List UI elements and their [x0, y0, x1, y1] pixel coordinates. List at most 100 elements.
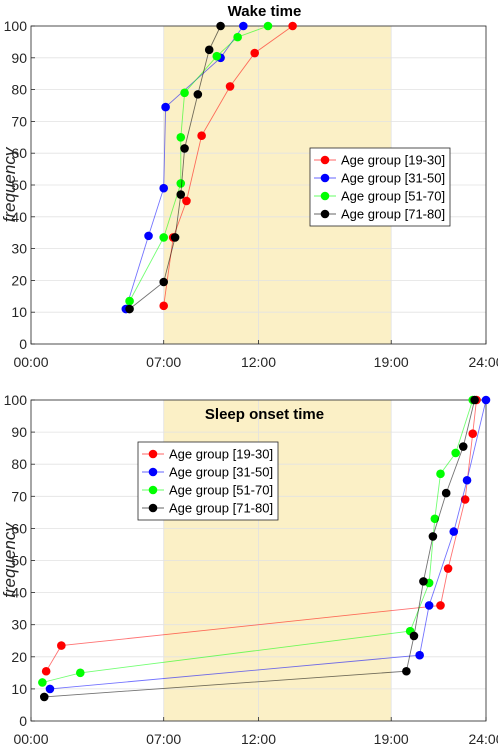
series-age-group-71-80- [39, 395, 479, 702]
data-point [180, 144, 189, 153]
legend-box [309, 147, 451, 227]
data-point [39, 692, 49, 702]
y-tick-label: 90 [11, 424, 27, 440]
legend-marker [320, 173, 330, 183]
data-point [462, 475, 472, 485]
data-point [75, 668, 85, 678]
data-point [159, 233, 169, 242]
y-tick-label: 90 [11, 50, 27, 66]
y-tick-label: 80 [11, 456, 27, 472]
data-point [288, 21, 297, 31]
legend: Age group [19-30] Age group [31-50] Age gr… [309, 147, 451, 227]
series-age-group-51-70- [125, 21, 273, 306]
x-tick-label: 07:00 [146, 731, 181, 747]
data-point [436, 469, 445, 479]
y-tick-label: 0 [19, 713, 27, 729]
data-point [436, 601, 445, 610]
y-tick-label: 70 [11, 113, 27, 129]
data-point [441, 488, 451, 498]
y-tick-label: 100 [4, 18, 28, 34]
data-point [180, 88, 189, 98]
y-tick-label: 60 [11, 520, 27, 536]
x-tick-label: 24:00 [468, 354, 498, 370]
y-tick-label: 40 [11, 585, 27, 601]
data-point [481, 395, 491, 405]
data-point [38, 678, 47, 687]
legend: Age group [19-30] Age group [31-50] Age gr… [137, 441, 279, 521]
legend-marker [148, 467, 158, 477]
legend-label: Age group [71-80] [341, 207, 445, 222]
chart-panel-2: 0 10 20 30 40 50 60 70 80 90 100 00:00 07:00 12:00 19:… [0, 392, 498, 747]
x-tick-label: 24:00 [468, 731, 498, 747]
y-tick-label: 60 [11, 145, 27, 161]
x-tick-label: 12:00 [241, 731, 276, 747]
series-age-group-31-50- [45, 395, 491, 694]
data-point [144, 231, 153, 241]
y-tick-label: 50 [11, 177, 27, 193]
data-point [451, 448, 460, 458]
y-tick-label: 30 [11, 241, 27, 257]
y-axis-label: frequency [0, 522, 19, 598]
data-point [458, 442, 468, 451]
legend-label: Age group [31-50] [169, 465, 273, 480]
data-point [225, 82, 235, 91]
x-tick-label: 07:00 [146, 354, 181, 370]
y-tick-label: 70 [11, 488, 27, 504]
legend-marker [320, 209, 330, 219]
data-point [428, 532, 438, 541]
y-axis-label: frequency [0, 146, 19, 222]
y-tick-label: 100 [4, 392, 28, 408]
legend-label: Age group [71-80] [169, 501, 273, 516]
series-line [125, 25, 244, 310]
legend-marker [148, 485, 158, 495]
legend-label: Age group [31-50] [341, 171, 445, 186]
data-point [176, 179, 186, 188]
data-point [41, 666, 51, 676]
data-point [57, 641, 66, 650]
data-point [212, 51, 222, 61]
y-tick-label: 0 [19, 336, 27, 352]
y-tick-label: 10 [11, 681, 27, 697]
data-point [176, 133, 186, 142]
x-tick-label: 00:00 [13, 731, 48, 747]
data-point [176, 190, 186, 199]
y-tick-label: 40 [11, 209, 27, 225]
series-line [42, 399, 474, 683]
y-tick-label: 30 [11, 617, 27, 633]
data-point [193, 90, 203, 99]
legend-label: Age group [19-30] [169, 447, 273, 462]
legend-marker [320, 191, 330, 201]
data-point [250, 48, 260, 58]
chart-title: Sleep onset time [205, 406, 324, 423]
series-line [44, 399, 476, 698]
data-point [161, 102, 170, 112]
data-point [45, 684, 55, 694]
data-point [402, 666, 411, 676]
data-point [197, 131, 206, 141]
legend-box [137, 441, 279, 521]
legend-label: Age group [51-70] [169, 483, 273, 498]
series-age-group-71-80- [125, 21, 225, 314]
data-point [409, 631, 419, 641]
data-point [159, 277, 169, 287]
data-point [182, 196, 191, 206]
data-point [125, 296, 134, 306]
data-point [443, 564, 453, 573]
data-point [216, 21, 225, 31]
legend-marker [320, 155, 330, 165]
data-point [204, 45, 214, 55]
data-point [125, 304, 134, 314]
x-tick-label: 19:00 [374, 354, 409, 370]
data-point [468, 429, 478, 439]
data-point [430, 514, 440, 524]
data-point [415, 650, 424, 660]
data-point [419, 577, 428, 586]
data-point [424, 601, 434, 610]
series-line [129, 25, 269, 302]
x-tick-label: 12:00 [241, 354, 276, 370]
chart-panel-1: 0 10 20 30 40 50 60 70 80 90 100 00:00 07:00 12:00 19:… [0, 3, 498, 370]
data-point [449, 527, 459, 536]
data-point [263, 21, 273, 31]
y-tick-label: 20 [11, 272, 27, 288]
